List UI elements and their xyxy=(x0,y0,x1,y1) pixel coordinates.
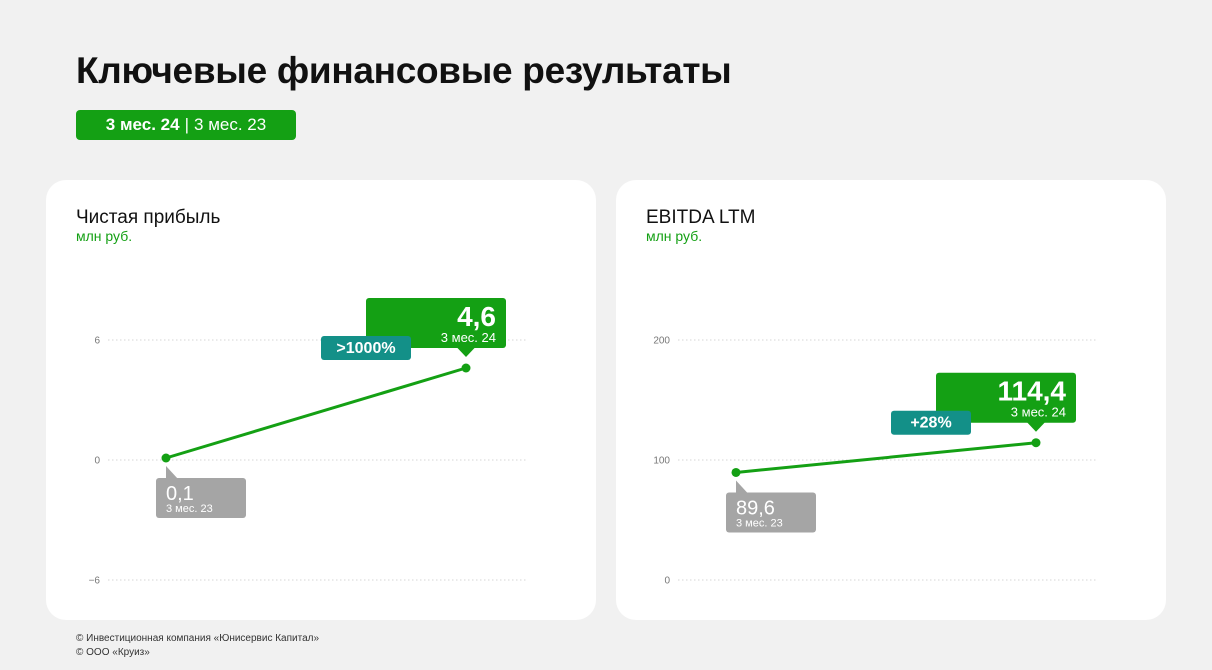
value-label-pointer xyxy=(736,480,748,494)
value-label-pointer xyxy=(457,347,475,357)
net-profit-card: Чистая прибыль млн руб. −6 0 6 0,1 3 мес. 23… xyxy=(46,180,596,620)
ebitda-card: EBITDA LTM млн руб. 0 100 200 89,6 3 мес. 23… xyxy=(616,180,1166,620)
value-label-current xyxy=(366,298,506,348)
change-badge xyxy=(321,336,411,360)
series-line xyxy=(165,366,467,460)
category-label: 3 мес. 23 xyxy=(736,517,783,529)
data-point xyxy=(731,467,741,477)
y-tick-label: 0 xyxy=(94,456,100,467)
y-tick-label: 0 xyxy=(664,576,670,587)
change-badge-text: >1000% xyxy=(336,340,395,357)
value-label-text: 0,1 xyxy=(166,483,194,505)
value-label-prev xyxy=(156,478,246,518)
period-badge: 3 мес. 24 | 3 мес. 23 xyxy=(76,110,296,140)
y-tick-label: −6 xyxy=(89,576,101,587)
category-label: 3 мес. 24 xyxy=(441,330,496,345)
chart-title: EBITDA LTM xyxy=(646,207,756,228)
value-label-pointer xyxy=(1027,422,1045,432)
footer: © Инвестиционная компания «Юнисервис Кап… xyxy=(76,632,319,660)
value-label-text: 4,6 xyxy=(457,301,496,332)
chart-unit: млн руб. xyxy=(76,228,133,244)
value-label-text: 114,4 xyxy=(997,376,1066,407)
y-tick-label: 200 xyxy=(653,336,670,347)
change-badge xyxy=(891,410,971,435)
value-label-pointer xyxy=(166,466,178,479)
period-current: 3 мес. 24 xyxy=(105,115,180,134)
footer-line: © ООО «Круиз» xyxy=(76,647,150,658)
value-label-prev xyxy=(726,492,816,533)
net-profit-chart: −6 0 6 0,13 мес. 23 4,63 мес. 24 >1000% xyxy=(89,298,528,587)
data-point xyxy=(161,453,171,463)
category-label: 3 мес. 23 xyxy=(166,503,213,515)
y-tick-label: 100 xyxy=(653,456,670,467)
y-tick-label: 6 xyxy=(94,336,100,347)
period-separator: | xyxy=(184,115,190,134)
page-title: Ключевые финансовые результаты xyxy=(76,50,732,91)
change-badge-text: +28% xyxy=(910,415,951,432)
value-label-current xyxy=(936,372,1076,423)
ebitda-chart: 0 100 200 89,63 мес. 23 114,43 мес. 24 +28% xyxy=(653,336,1098,587)
value-label-text: 89,6 xyxy=(736,497,775,519)
category-label: 3 мес. 24 xyxy=(1011,405,1066,420)
data-point xyxy=(461,363,471,373)
chart-unit: млн руб. xyxy=(646,228,703,244)
data-point xyxy=(1031,438,1041,448)
series-line xyxy=(735,441,1037,474)
chart-title: Чистая прибыль xyxy=(76,207,221,228)
period-previous: 3 мес. 23 xyxy=(194,115,267,134)
footer-line: © Инвестиционная компания «Юнисервис Кап… xyxy=(76,633,320,644)
